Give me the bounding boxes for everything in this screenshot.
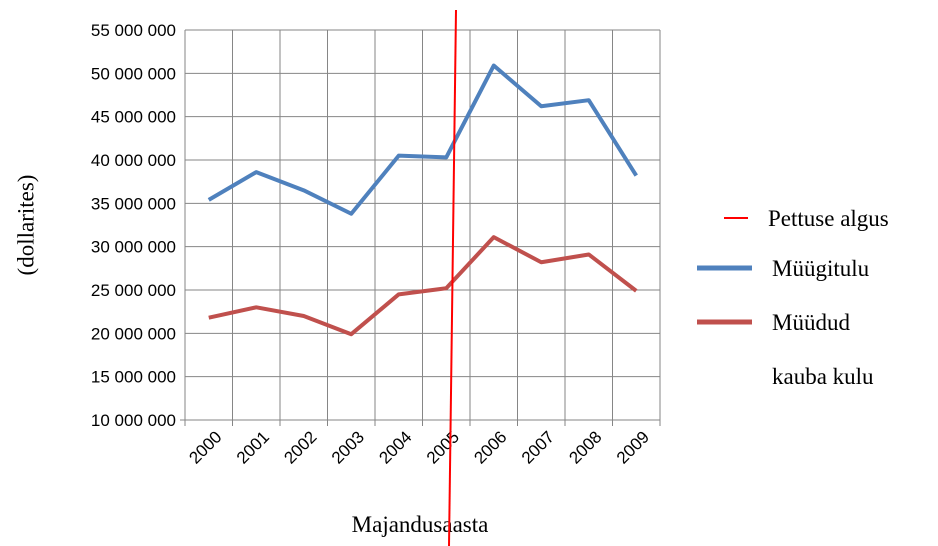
legend-label: Müügitulu [772, 256, 870, 281]
x-tick-label: 2001 [233, 427, 273, 467]
x-tick-label: 2002 [280, 427, 320, 467]
x-tick-label: 2004 [375, 427, 415, 467]
y-tick-label: 25 000 000 [91, 281, 176, 300]
x-axis-label: Majandusaasta [352, 512, 489, 537]
series-line [207, 63, 638, 216]
x-tick-label: 2006 [470, 427, 510, 467]
series-line [208, 235, 638, 337]
legend-item: Müügitulu [772, 256, 870, 281]
x-tick-label: 2009 [613, 427, 653, 467]
y-axis-label: (dollarites) [13, 175, 38, 276]
y-tick-label: 15 000 000 [91, 368, 176, 387]
x-tick-label: 2007 [518, 427, 558, 467]
legend-item: Müüdud kauba kulu [772, 310, 874, 389]
y-tick-label: 35 000 000 [91, 194, 176, 213]
x-tick-label: 2003 [328, 427, 368, 467]
x-tick-label: 2000 [185, 427, 225, 467]
y-tick-label: 30 000 000 [91, 238, 176, 257]
legend-label: Müüdud kauba kulu [772, 310, 874, 389]
y-tick-label: 40 000 000 [91, 151, 176, 170]
x-tick-label: 2005 [423, 427, 463, 467]
y-tick-label: 10 000 000 [91, 411, 176, 430]
y-tick-label: 55 000 000 [91, 21, 176, 40]
y-tick-label: 50 000 000 [91, 64, 176, 83]
x-tick-label: 2008 [565, 427, 605, 467]
y-tick-label: 20 000 000 [91, 324, 176, 343]
y-tick-label: 45 000 000 [91, 108, 176, 127]
fraud-start-line [448, 9, 457, 546]
legend-label: Pettuse algus [768, 206, 889, 231]
